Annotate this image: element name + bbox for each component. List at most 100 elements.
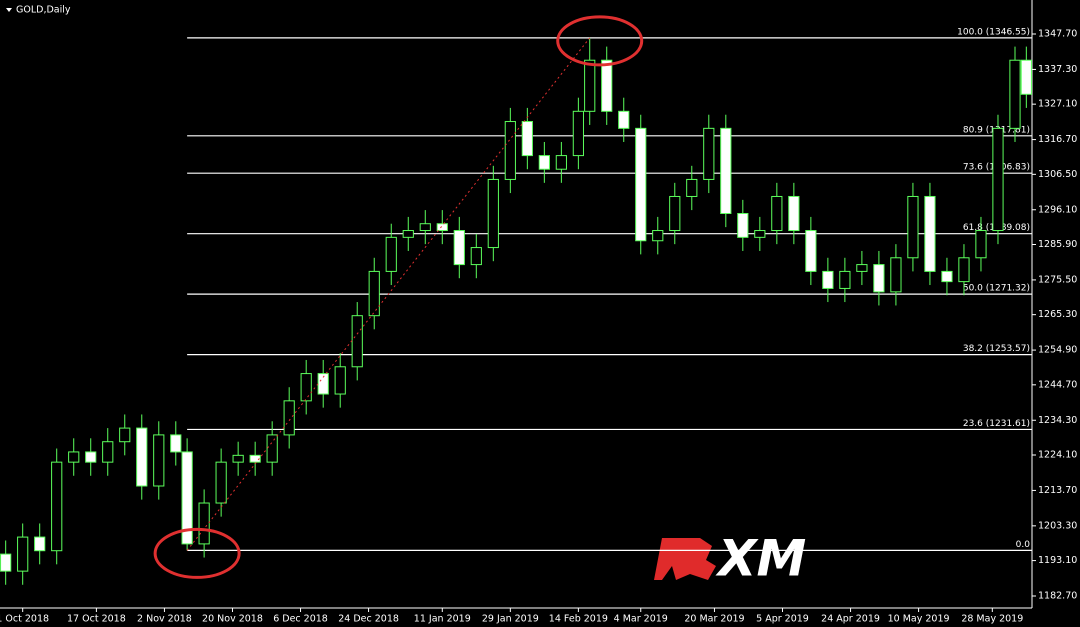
candle-body — [68, 451, 80, 463]
candle-body — [85, 451, 97, 463]
candle-body — [686, 178, 698, 197]
fib-label fib: 23.6 (1231.61) — [963, 419, 1030, 429]
candle-body — [873, 264, 885, 293]
candle-body — [504, 121, 516, 180]
y-tick-label: 1306.50 — [1038, 169, 1077, 180]
y-tick-label: 1213.70 — [1038, 485, 1077, 496]
x-tick-label: 20 Mar 2019 — [684, 614, 744, 625]
xm-logo: XM — [654, 530, 806, 588]
x-tick-label: 10 May 2019 — [888, 614, 950, 625]
logo-icon — [654, 538, 716, 580]
candle-body — [805, 230, 817, 272]
candle-body — [941, 270, 953, 283]
candle-body — [669, 195, 681, 232]
fib-label fib: 100.0 (1346.55) — [957, 27, 1030, 37]
x-tick-label: 4 Mar 2019 — [614, 614, 668, 625]
x-tick-label: 28 May 2019 — [961, 614, 1023, 625]
candle-body — [487, 178, 499, 249]
fib-label fib: 0.0 — [1016, 540, 1031, 550]
y-tick-label: 1244.70 — [1038, 379, 1077, 390]
candle-body — [538, 155, 550, 170]
candle-body — [215, 461, 227, 504]
candle-body — [102, 441, 114, 463]
candle-body — [249, 454, 261, 463]
candle-body — [34, 536, 46, 552]
candle-body — [470, 247, 482, 266]
candle-body — [856, 264, 868, 272]
x-tick-label: 20 Nov 2018 — [202, 614, 263, 625]
x-tick-label: 11 Jan 2019 — [414, 614, 471, 625]
chart-title: GOLD,Daily — [16, 5, 71, 16]
y-tick-label: 1327.10 — [1038, 99, 1077, 110]
candle-body — [153, 434, 165, 487]
candle-body — [601, 59, 613, 112]
candle-body — [17, 536, 29, 572]
candle-body — [572, 110, 584, 157]
candle-body — [181, 451, 193, 545]
fib-label fib: 50.0 (1271.32) — [963, 284, 1030, 294]
candle-body — [283, 400, 295, 436]
candle-body — [119, 427, 131, 443]
candle-body — [334, 366, 346, 395]
candle-body — [170, 434, 182, 453]
candle-body — [958, 257, 970, 283]
candle-body — [720, 127, 732, 214]
candle-body — [839, 270, 851, 289]
x-tick-label: 29 Jan 2019 — [482, 614, 539, 625]
highlight-circle — [153, 527, 241, 579]
candle-body — [136, 427, 148, 487]
candle-body — [0, 553, 12, 572]
y-tick-label: 1203.30 — [1038, 520, 1077, 531]
x-tick-label: 1 Oct 2018 — [0, 614, 49, 625]
candle-body — [584, 59, 596, 112]
candle-body — [737, 212, 749, 238]
candle-body — [754, 230, 766, 238]
y-tick-label: 1275.50 — [1038, 274, 1077, 285]
x-tick-label: 5 Apr 2019 — [756, 614, 809, 625]
candle-body — [51, 461, 63, 552]
x-tick-label: 24 Dec 2018 — [338, 614, 399, 625]
candle-body — [771, 195, 783, 232]
candle-body — [652, 230, 664, 242]
candle-body — [1009, 59, 1021, 129]
candle-body — [266, 434, 278, 463]
candle-body — [300, 373, 312, 402]
x-tick-label: 24 Apr 2019 — [821, 614, 880, 625]
candle-body — [351, 315, 363, 368]
x-tick-label: 14 Feb 2019 — [549, 614, 608, 625]
trendline — [186, 37, 591, 551]
x-tick-label: 2 Nov 2018 — [137, 614, 192, 625]
menu-triangle — [6, 8, 12, 12]
y-tick-label: 1347.70 — [1038, 28, 1077, 39]
y-tick-label: 1337.30 — [1038, 64, 1077, 75]
fib-label fib: 38.2 (1253.57) — [963, 344, 1030, 354]
candle-body — [635, 127, 647, 242]
candle-body — [975, 230, 987, 259]
candle-body — [1020, 59, 1032, 95]
candle-body — [198, 502, 210, 545]
candle-body — [402, 230, 414, 238]
candle-body — [385, 236, 397, 272]
y-tick-label: 1254.90 — [1038, 345, 1077, 356]
candle-body — [992, 127, 1004, 232]
candle-body — [788, 195, 800, 232]
highlight-circle — [556, 15, 644, 67]
y-tick-label: 1316.70 — [1038, 134, 1077, 145]
x-tick-label: 17 Oct 2018 — [67, 614, 126, 625]
candle-body — [555, 155, 567, 170]
candle-body — [907, 195, 919, 259]
candle-body — [368, 270, 380, 317]
candle-body — [618, 110, 630, 129]
candle-body — [521, 121, 533, 157]
candle-body — [453, 230, 465, 266]
y-tick-label: 1285.90 — [1038, 239, 1077, 250]
candle-body — [436, 223, 448, 232]
x-tick-label: 6 Dec 2018 — [273, 614, 328, 625]
candle-body — [419, 223, 431, 232]
y-tick-label: 1182.70 — [1038, 591, 1077, 602]
y-tick-label: 1224.10 — [1038, 449, 1077, 460]
watermark: XM — [715, 530, 806, 588]
y-tick-label: 1296.10 — [1038, 204, 1077, 215]
